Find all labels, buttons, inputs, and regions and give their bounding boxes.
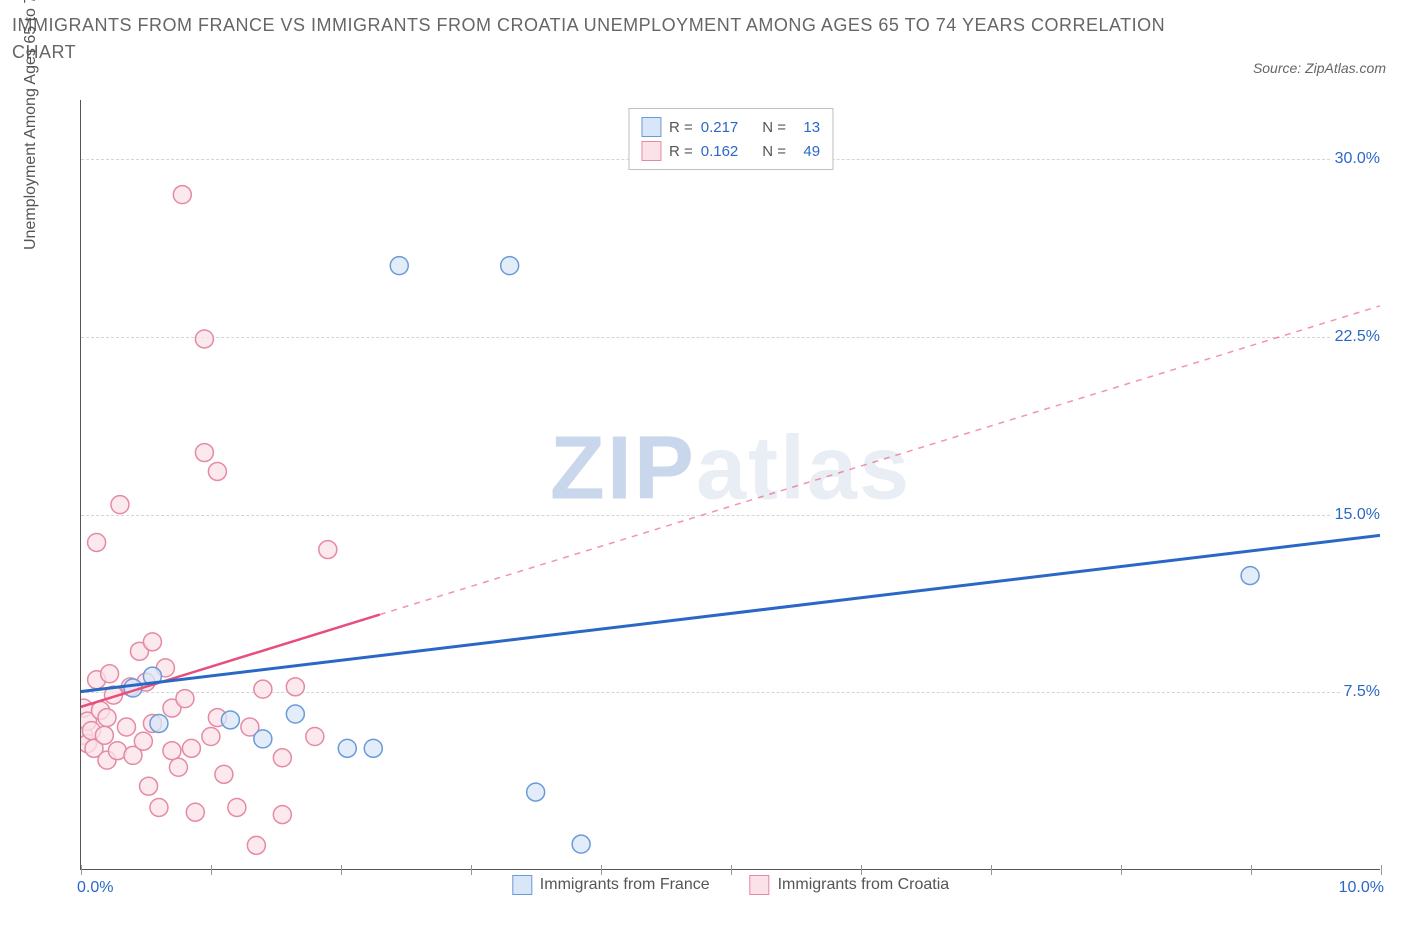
legend-row: R = 0.217 N = 13	[641, 115, 820, 139]
croatia-point	[186, 803, 204, 821]
croatia-point	[134, 732, 152, 750]
croatia-point	[215, 765, 233, 783]
chart-container: IMMIGRANTS FROM FRANCE VS IMMIGRANTS FRO…	[0, 0, 1406, 930]
croatia-point	[176, 690, 194, 708]
croatia-point	[286, 678, 304, 696]
r-label: R =	[669, 143, 693, 160]
croatia-point	[202, 728, 220, 746]
n-label: N =	[762, 143, 786, 160]
france-point	[364, 739, 382, 757]
croatia-point	[273, 749, 291, 767]
croatia-point	[306, 728, 324, 746]
france-swatch-icon	[641, 117, 661, 137]
source-credit: Source: ZipAtlas.com	[1253, 60, 1386, 76]
r-value: 0.217	[701, 119, 739, 136]
france-point	[390, 257, 408, 275]
croatia-point	[140, 777, 158, 795]
scatter-svg	[81, 100, 1380, 869]
x-axis-min-label: 0.0%	[77, 879, 113, 897]
france-point	[150, 714, 168, 732]
croatia-point	[163, 742, 181, 760]
chart-area: ZIPatlas R =0.217N =13R =0.162N =49 Immi…	[60, 100, 1380, 870]
plot-area: ZIPatlas R =0.217N =13R =0.162N =49 Immi…	[80, 100, 1380, 870]
legend-label: Immigrants from Croatia	[778, 876, 950, 894]
croatia-point	[95, 726, 113, 744]
n-label: N =	[762, 119, 786, 136]
croatia-point	[247, 836, 265, 854]
france-point	[338, 739, 356, 757]
croatia-point	[254, 680, 272, 698]
croatia-swatch-icon	[641, 141, 661, 161]
croatia-point	[208, 462, 226, 480]
croatia-point	[98, 709, 116, 727]
chart-title: IMMIGRANTS FROM FRANCE VS IMMIGRANTS FRO…	[12, 12, 1186, 66]
croatia-trendline-dashed	[380, 306, 1380, 615]
croatia-point	[195, 330, 213, 348]
croatia-point	[273, 806, 291, 824]
r-label: R =	[669, 119, 693, 136]
legend-row: R = 0.162 N = 49	[641, 139, 820, 163]
legend-label: Immigrants from France	[540, 876, 710, 894]
croatia-point	[150, 798, 168, 816]
legend-item: Immigrants from Croatia	[750, 875, 950, 895]
croatia-point	[195, 444, 213, 462]
france-point	[286, 705, 304, 723]
france-swatch-icon	[512, 875, 532, 895]
france-point	[254, 730, 272, 748]
france-point	[572, 835, 590, 853]
croatia-point	[319, 541, 337, 559]
croatia-point	[173, 186, 191, 204]
croatia-trendline-solid	[81, 615, 380, 713]
france-point	[501, 257, 519, 275]
n-value: 49	[794, 143, 820, 160]
france-point	[221, 711, 239, 729]
croatia-swatch-icon	[750, 875, 770, 895]
series-legend: Immigrants from France Immigrants from Cr…	[512, 875, 949, 895]
croatia-point	[228, 798, 246, 816]
n-value: 13	[794, 119, 820, 136]
x-tick	[1381, 865, 1382, 875]
france-trendline	[81, 535, 1380, 694]
croatia-point	[88, 533, 106, 551]
croatia-point	[169, 758, 187, 776]
croatia-point	[117, 718, 135, 736]
croatia-point	[111, 496, 129, 514]
croatia-point	[182, 739, 200, 757]
correlation-legend: R = 0.217 N = 13 R = 0.162 N = 49	[628, 108, 833, 170]
france-point	[527, 783, 545, 801]
legend-item: Immigrants from France	[512, 875, 710, 895]
y-axis-label: Unemployment Among Ages 65 to 74 years	[22, 0, 40, 250]
r-value: 0.162	[701, 143, 739, 160]
france-point	[1241, 567, 1259, 585]
croatia-point	[143, 633, 161, 651]
croatia-point	[101, 665, 119, 683]
x-axis-max-label: 10.0%	[1339, 879, 1384, 897]
